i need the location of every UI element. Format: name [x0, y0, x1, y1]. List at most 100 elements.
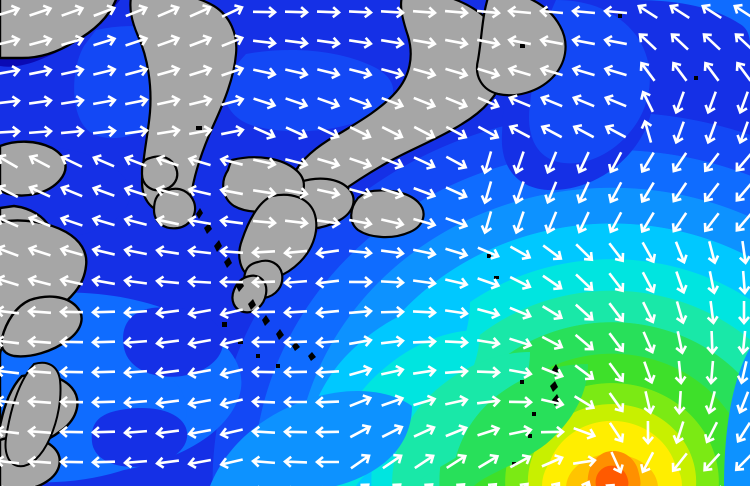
- swell-arrow: [219, 427, 244, 440]
- swell-arrow: [92, 125, 117, 138]
- swell-arrow: [637, 3, 658, 20]
- swell-arrow: [736, 360, 749, 385]
- swell-arrow: [639, 151, 655, 174]
- swell-arrow: [573, 395, 596, 411]
- swell-arrow: [480, 151, 493, 175]
- swell-arrow: [284, 67, 309, 80]
- swell-arrow: [155, 154, 179, 167]
- swell-arrow: [250, 395, 276, 408]
- swell-arrow: [544, 181, 558, 205]
- swell-arrow: [28, 125, 53, 138]
- swell-arrow: [315, 276, 340, 289]
- swell-arrow: [512, 181, 525, 205]
- swell-arrow: [125, 64, 149, 77]
- swell-arrow: [123, 366, 148, 379]
- swell-arrow: [445, 67, 469, 80]
- swell-arrow: [700, 485, 723, 486]
- swell-arrow: [477, 125, 500, 141]
- swell-arrow: [252, 216, 277, 229]
- swell-arrow: [157, 64, 181, 77]
- swell-arrow: [641, 271, 657, 294]
- swell-arrow: [380, 335, 405, 348]
- swell-arrow: [219, 185, 244, 197]
- swell-arrow: [380, 364, 405, 377]
- swell-arrow: [156, 94, 181, 107]
- swell-arrow: [348, 217, 373, 229]
- swell-arrow: [93, 4, 117, 18]
- swell-arrow: [413, 67, 437, 80]
- swell-arrow: [476, 37, 501, 50]
- swell-arrow: [572, 123, 595, 139]
- swell-arrow: [382, 483, 402, 486]
- swell-arrow: [123, 214, 147, 227]
- swell-arrow: [477, 307, 501, 320]
- swell-arrow: [27, 425, 52, 438]
- swell-arrow: [221, 4, 244, 18]
- swell-arrow: [349, 126, 372, 140]
- swell-arrow: [413, 424, 436, 438]
- swell-arrow: [0, 425, 20, 438]
- swell-arrow: [219, 154, 243, 167]
- swell-arrow: [643, 390, 656, 415]
- swell-arrow: [187, 184, 212, 197]
- swell-arrow: [446, 453, 467, 470]
- swell-arrow: [608, 272, 625, 293]
- swell-arrow: [123, 456, 148, 469]
- swell-arrow: [412, 276, 437, 289]
- swell-arrow: [704, 391, 717, 415]
- swell-arrow: [507, 5, 532, 18]
- swell-arrow: [61, 34, 85, 47]
- swell-arrow: [603, 64, 627, 77]
- swell-arrow: [90, 336, 116, 349]
- swell-arrow: [218, 275, 244, 288]
- swell-arrow: [189, 34, 213, 48]
- swell-arrow: [58, 425, 84, 438]
- swell-arrow: [0, 244, 19, 258]
- swell-arrow: [60, 154, 83, 168]
- swell-arrow: [512, 151, 525, 175]
- swell-arrow: [282, 396, 307, 408]
- swell-arrow: [250, 246, 276, 259]
- swell-arrow: [608, 392, 625, 413]
- swell-arrow: [735, 422, 750, 444]
- swell-arrow: [672, 121, 685, 145]
- swell-arrow: [91, 214, 115, 227]
- swell-arrow: [707, 270, 720, 295]
- swell-arrow: [285, 97, 309, 110]
- swell-arrow: [576, 211, 590, 234]
- swell-arrow: [0, 274, 19, 287]
- swell-arrow: [610, 451, 624, 474]
- swell-arrow: [642, 420, 655, 446]
- swell-arrow: [91, 244, 116, 257]
- swell-arrow: [447, 483, 466, 486]
- swell-arrow: [671, 61, 688, 82]
- swell-arrow: [412, 6, 437, 19]
- swell-arrow: [509, 453, 532, 469]
- swell-arrow: [317, 97, 341, 110]
- swell-arrow: [90, 456, 116, 469]
- swell-arrow: [316, 216, 341, 229]
- swell-arrow: [317, 157, 341, 170]
- swell-arrow: [349, 67, 373, 80]
- swell-arrow: [734, 453, 750, 472]
- swell-arrow: [29, 4, 53, 17]
- swell-arrow: [445, 186, 468, 200]
- swell-arrow: [220, 124, 245, 137]
- swell-arrow: [124, 125, 149, 138]
- swell-arrow: [476, 6, 501, 19]
- swell-arrow: [380, 305, 406, 318]
- swell-arrow: [28, 95, 53, 108]
- swell-arrow: [317, 67, 341, 80]
- swell-arrow: [187, 307, 212, 319]
- swell-arrow: [219, 337, 244, 350]
- swell-arrow: [380, 217, 405, 230]
- swell-arrow: [445, 125, 468, 141]
- swell-arrow: [250, 306, 276, 319]
- swell-arrow: [735, 212, 750, 232]
- swell-arrow: [381, 125, 404, 140]
- swell-arrow: [574, 303, 594, 321]
- swell-arrow: [219, 307, 244, 320]
- swell-arrow: [734, 33, 750, 51]
